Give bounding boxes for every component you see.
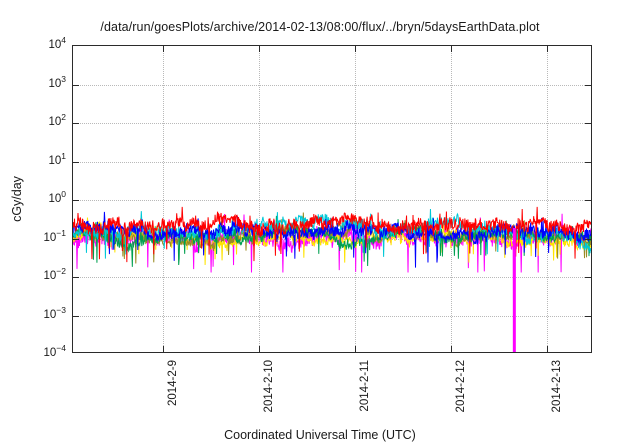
- y-tick-mark: [585, 84, 591, 86]
- y-tick-mark: [73, 123, 79, 124]
- x-tick-mark: [259, 46, 261, 52]
- x-tick-mark: [451, 46, 453, 52]
- gridline-horizontal: [73, 238, 591, 240]
- x-tick-label: 2014-2-10: [263, 360, 276, 413]
- y-tick-mark: [73, 161, 79, 163]
- gridline-vertical: [162, 46, 164, 352]
- x-tick-mark: [162, 46, 164, 52]
- gridline-horizontal: [73, 315, 591, 317]
- gridline-horizontal: [73, 123, 591, 124]
- y-tick-label: 102: [48, 112, 66, 128]
- gridline-vertical: [451, 46, 453, 352]
- gridline-horizontal: [73, 277, 591, 278]
- y-tick-mark: [585, 238, 591, 240]
- y-tick-label: 103: [48, 73, 66, 90]
- gridline-horizontal: [73, 84, 591, 86]
- y-tick-mark: [585, 123, 591, 124]
- plot-area: [73, 46, 591, 352]
- x-tick-label: 2014-2-13: [550, 360, 563, 413]
- gridline-horizontal: [73, 200, 591, 201]
- x-tick-mark: [259, 346, 261, 352]
- y-tick-mark: [73, 238, 79, 240]
- x-tick-mark: [451, 346, 453, 352]
- page-title: /data/run/goesPlots/archive/2014-02-13/0…: [100, 20, 540, 34]
- gridline-vertical: [546, 46, 548, 352]
- y-tick-label: 104: [48, 35, 66, 51]
- series-channel-blue: [73, 212, 591, 268]
- x-tick-mark: [354, 346, 356, 352]
- y-tick-label: 100: [48, 189, 66, 205]
- y-tick-mark: [73, 315, 79, 317]
- x-tick-mark: [546, 346, 548, 352]
- y-tick-mark: [585, 277, 591, 278]
- y-tick-mark: [585, 200, 591, 201]
- gridline-horizontal: [73, 161, 591, 163]
- y-tick-mark: [73, 200, 79, 201]
- y-tick-label: 10−2: [43, 266, 67, 282]
- y-tick-label: 101: [48, 150, 66, 167]
- x-tick-label: 2014-2-12: [455, 360, 468, 413]
- plot-frame: [72, 45, 592, 353]
- y-tick-mark: [73, 277, 79, 278]
- data-series-layer: [73, 46, 591, 352]
- y-tick-label: 10−4: [43, 343, 67, 359]
- series-channel-red: [73, 207, 591, 262]
- y-tick-mark: [585, 315, 591, 317]
- x-tick-mark: [354, 46, 356, 52]
- x-axis-title: Coordinated Universal Time (UTC): [224, 428, 416, 442]
- y-axis-tick-labels: 10−4 10−3 10−2 10−1 100 101 102 103 104: [0, 0, 67, 448]
- gridline-vertical: [354, 46, 356, 352]
- x-tick-label: 2014-2-11: [358, 360, 371, 412]
- x-tick-mark: [546, 46, 548, 52]
- gridline-vertical: [259, 46, 261, 352]
- x-tick-mark: [162, 346, 164, 352]
- y-tick-mark: [585, 161, 591, 163]
- x-tick-label: 2014-2-9: [166, 360, 179, 407]
- y-tick-label: 10−3: [43, 304, 67, 321]
- y-tick-mark: [73, 84, 79, 86]
- y-tick-label: 10−1: [43, 227, 67, 244]
